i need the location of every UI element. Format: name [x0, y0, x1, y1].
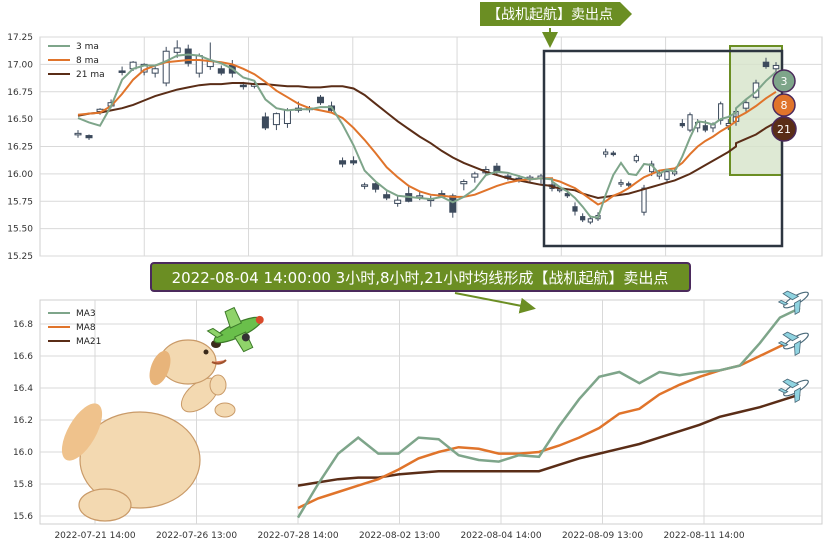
candle-body — [372, 183, 380, 190]
bottom-y-tick-label: 16.0 — [13, 448, 33, 458]
top-ma21-line — [77, 82, 777, 200]
bottom-x-tick-label: 2022-08-09 13:00 — [562, 531, 643, 541]
candle-body — [633, 155, 639, 162]
top-ma3-line — [77, 53, 777, 219]
bottom-legend: MA3 MA8 MA21 — [48, 309, 101, 347]
candle-body — [471, 173, 479, 178]
top-banner: 【战机起航】卖出点 — [480, 2, 632, 48]
bottom-x-tick-labels: 2022-07-21 14:00 2022-07-26 13:00 2022-07-… — [54, 531, 744, 541]
candle-body — [742, 102, 750, 109]
top-banner-text: 【战机起航】卖出点 — [487, 7, 613, 23]
top-y-tick-label: 15.75 — [7, 197, 33, 207]
bottom-x-tick-label: 2022-07-21 14:00 — [54, 531, 135, 541]
signal-title-text: 2022-08-04 14:00:00 3小时,8小时,21小时均线形成【战机起… — [172, 269, 669, 287]
candle-body — [618, 182, 624, 185]
ma8-badge-label: 8 — [781, 99, 788, 112]
candle-body — [587, 218, 593, 223]
candle-body — [272, 113, 280, 126]
candle-body — [383, 194, 391, 199]
bottom-x-tick-label: 2022-07-28 14:00 — [257, 531, 338, 541]
top-chart: 15.25 15.50 15.75 16.00 16.25 16.50 16.75 17.00… — [7, 33, 823, 262]
candle-body — [261, 116, 269, 129]
candle-body — [610, 152, 616, 156]
candle-body — [557, 188, 563, 192]
bottom-ma-lines — [296, 306, 801, 519]
bottom-x-tick-label: 2022-08-11 14:00 — [663, 531, 744, 541]
legend-21ma: 21 ma — [76, 70, 105, 80]
bottom-ma3-line — [296, 306, 801, 519]
candle-body — [564, 193, 570, 197]
candle-body — [217, 68, 225, 74]
candle-body — [626, 183, 632, 186]
candle-body — [118, 70, 126, 73]
top-y-tick-labels: 15.25 15.50 15.75 16.00 16.25 16.50 16.75 17.00… — [7, 33, 33, 262]
candle-body — [580, 216, 586, 221]
bottom-y-tick-label: 15.8 — [13, 480, 33, 490]
legend-MA8: MA8 — [76, 323, 96, 333]
candle-body — [762, 61, 770, 68]
top-ma-lines — [77, 53, 777, 219]
top-legend: 3 ma 8 ma 21 ma — [48, 42, 105, 80]
ma8-badge: 8 — [772, 93, 796, 117]
candle-body — [641, 187, 647, 213]
candle-body — [184, 48, 192, 64]
candle-body — [195, 55, 203, 74]
candle-body — [339, 160, 347, 165]
ma3-badge: 3 — [772, 69, 796, 93]
top-y-tick-label: 15.50 — [7, 225, 33, 235]
legend-8ma: 8 ma — [76, 56, 99, 66]
top-y-tick-label: 16.75 — [7, 88, 33, 98]
bottom-x-tick-label: 2022-08-02 13:00 — [359, 531, 440, 541]
candle-body — [361, 184, 369, 187]
airplane-icon — [777, 331, 809, 357]
candle-body — [603, 151, 609, 155]
candle-body — [702, 125, 708, 131]
zoom-box — [542, 49, 784, 248]
candle-body — [394, 199, 402, 204]
candle-body — [449, 195, 457, 213]
legend-3ma: 3 ma — [76, 42, 99, 52]
bottom-chart: 15.6 15.8 16.0 16.2 16.4 16.6 16.8 2022-07-21 … — [13, 290, 823, 541]
candle-body — [317, 96, 325, 104]
top-y-tick-label: 16.50 — [7, 115, 33, 125]
bottom-y-tick-label: 16.4 — [13, 384, 33, 394]
candle-body — [350, 160, 358, 164]
bottom-y-tick-label: 16.6 — [13, 352, 33, 362]
ma3-badge-label: 3 — [781, 75, 788, 88]
candle-body — [74, 132, 82, 136]
candle-body — [283, 109, 291, 125]
candle-body — [162, 50, 170, 84]
candle-body — [772, 64, 780, 70]
top-y-tick-label: 16.25 — [7, 143, 33, 153]
top-y-tick-label: 15.25 — [7, 252, 33, 262]
top-y-tick-label: 17.00 — [7, 60, 33, 70]
signal-title: 2022-08-04 14:00:00 3小时,8小时,21小时均线形成【战机起… — [150, 262, 691, 314]
candle-body — [664, 171, 670, 180]
candle-body — [679, 123, 685, 127]
bottom-x-tick-label: 2022-07-26 13:00 — [156, 531, 237, 541]
bottom-y-tick-label: 16.8 — [13, 320, 33, 330]
top-y-tick-label: 16.00 — [7, 170, 33, 180]
airplane-icon — [777, 378, 809, 404]
candle-body — [687, 114, 693, 131]
legend-MA3: MA3 — [76, 309, 96, 319]
ma21-badge-label: 21 — [777, 123, 791, 136]
ma21-badge: 21 — [771, 116, 797, 142]
dog-with-plane-illustration — [61, 306, 264, 522]
candle-body — [173, 47, 181, 53]
candle-body — [572, 206, 578, 212]
bottom-y-tick-label: 15.6 — [13, 512, 33, 522]
candle-body — [151, 68, 159, 74]
legend-MA21: MA21 — [76, 337, 101, 347]
bottom-y-tick-labels: 15.6 15.8 16.0 16.2 16.4 16.6 16.8 — [13, 320, 33, 522]
candle-body — [239, 84, 247, 88]
airplane-icon — [777, 290, 809, 316]
candle-body — [85, 135, 93, 139]
bottom-y-tick-label: 16.2 — [13, 416, 33, 426]
top-y-tick-label: 17.25 — [7, 33, 33, 43]
bottom-x-tick-label: 2022-08-04 14:00 — [460, 531, 541, 541]
candle-body — [460, 181, 468, 185]
